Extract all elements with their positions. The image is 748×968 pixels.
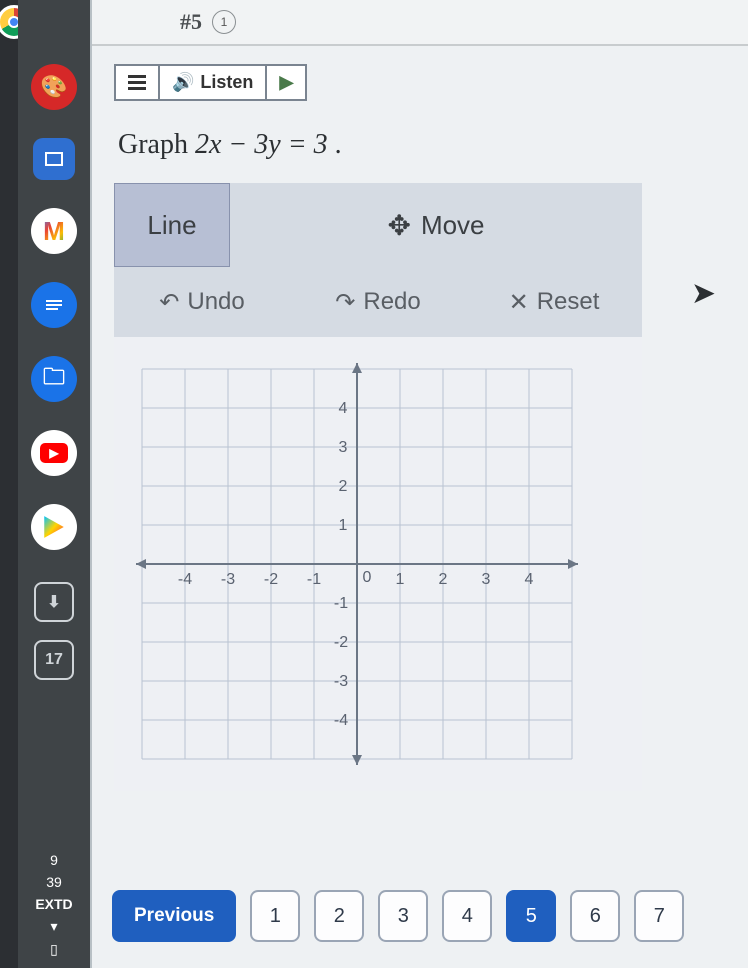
svg-text:0: 0 (363, 569, 372, 586)
browser-edge (0, 0, 18, 968)
question-prefix: Graph (118, 129, 195, 160)
svg-text:4: 4 (339, 400, 348, 417)
dock-download-icon[interactable]: ⬇ (34, 582, 74, 622)
listen-label: Listen (200, 72, 253, 93)
previous-label: Previous (134, 905, 214, 927)
cursor-icon: ➤ (691, 276, 716, 311)
svg-text:1: 1 (339, 517, 348, 534)
page-3-button[interactable]: 3 (378, 890, 428, 942)
dock-calendar-icon[interactable]: 17 (34, 640, 74, 680)
question-equation: 2x − 3y = 3 (195, 129, 328, 160)
dock-status: 9 39 EXTD ▾ ▯ (18, 852, 90, 958)
graph-tool-panel: Line ✥ Move ↶ Undo ↷ Redo ✕ Reset (114, 183, 642, 337)
play-button[interactable]: ▶ (267, 66, 305, 99)
svg-text:-4: -4 (334, 712, 348, 729)
move-tool-button[interactable]: ✥ Move (230, 183, 642, 267)
svg-text:2: 2 (439, 571, 448, 588)
move-icon: ✥ (387, 209, 410, 242)
listen-toolbar: 🔊 Listen ▶ (114, 64, 307, 101)
dock-palette-icon[interactable]: 🎨 (31, 64, 77, 110)
main-area: #5 1 🔊 Listen ▶ Graph 2x − 3y = 3 . Line (90, 0, 748, 968)
undo-button[interactable]: ↶ Undo (114, 288, 290, 317)
page-1-button[interactable]: 1 (250, 890, 300, 942)
speaker-icon: 🔊 (172, 72, 194, 93)
move-tool-label: Move (421, 210, 485, 241)
page-4-button[interactable]: 4 (442, 890, 492, 942)
question-text: Graph 2x − 3y = 3 . (118, 129, 748, 161)
redo-button[interactable]: ↷ Redo (290, 288, 466, 317)
previous-button[interactable]: Previous (112, 890, 236, 942)
reset-button[interactable]: ✕ Reset (466, 288, 642, 317)
svg-text:-2: -2 (334, 634, 348, 651)
dock-play-icon[interactable] (31, 504, 77, 550)
svg-text:-4: -4 (178, 571, 192, 588)
svg-text:1: 1 (396, 571, 405, 588)
os-dock: 🎨 M 🗀 ▶ ⬇ 17 9 39 EXTD ▾ ▯ (18, 0, 90, 968)
svg-text:2: 2 (339, 478, 348, 495)
undo-icon: ↶ (159, 288, 179, 317)
svg-text:-3: -3 (221, 571, 235, 588)
graph-area[interactable]: -4 -3 -2 -1 0 1 2 3 4 1 2 3 4 -1 -2 -3 -4 (114, 337, 642, 791)
question-suffix: . (328, 129, 342, 160)
page-5-button[interactable]: 5 (506, 890, 556, 942)
svg-text:3: 3 (482, 571, 491, 588)
dock-gmail-icon[interactable]: M (31, 208, 77, 254)
page-7-button[interactable]: 7 (634, 890, 684, 942)
play-icon: ▶ (279, 72, 293, 93)
redo-label: Redo (363, 288, 420, 316)
dock-docs-icon[interactable] (31, 282, 77, 328)
dock-app-blue-icon[interactable] (33, 138, 75, 180)
page-2-button[interactable]: 2 (314, 890, 364, 942)
reset-label: Reset (537, 288, 600, 316)
svg-text:-3: -3 (334, 673, 348, 690)
question-number: #5 (180, 9, 202, 35)
menu-button[interactable] (116, 66, 160, 99)
svg-text:4: 4 (525, 571, 534, 588)
clock-hour: 9 (50, 852, 58, 868)
svg-text:3: 3 (339, 439, 348, 456)
dock-files-icon[interactable]: 🗀 (31, 356, 77, 402)
coordinate-grid[interactable]: -4 -3 -2 -1 0 1 2 3 4 1 2 3 4 -1 -2 -3 -4 (122, 349, 592, 779)
attempt-badge: 1 (212, 10, 236, 34)
line-tool-label: Line (147, 210, 196, 241)
content: 🔊 Listen ▶ Graph 2x − 3y = 3 . Line ✥ Mo… (92, 46, 748, 968)
reset-icon: ✕ (509, 288, 529, 317)
svg-text:-2: -2 (264, 571, 278, 588)
dock-label: EXTD (35, 896, 72, 912)
svg-text:-1: -1 (334, 595, 348, 612)
hamburger-icon (128, 75, 146, 90)
dock-youtube-icon[interactable]: ▶ (31, 430, 77, 476)
battery-icon: ▯ (50, 941, 58, 958)
clock-min: 39 (46, 874, 62, 890)
pagination: Previous 1234567 (112, 890, 748, 942)
undo-label: Undo (187, 288, 244, 316)
redo-icon: ↷ (335, 288, 355, 317)
line-tool-button[interactable]: Line (114, 183, 230, 267)
page-6-button[interactable]: 6 (570, 890, 620, 942)
wifi-icon: ▾ (50, 918, 57, 935)
topbar: #5 1 (92, 0, 748, 46)
svg-text:-1: -1 (307, 571, 321, 588)
listen-button[interactable]: 🔊 Listen (160, 66, 267, 99)
